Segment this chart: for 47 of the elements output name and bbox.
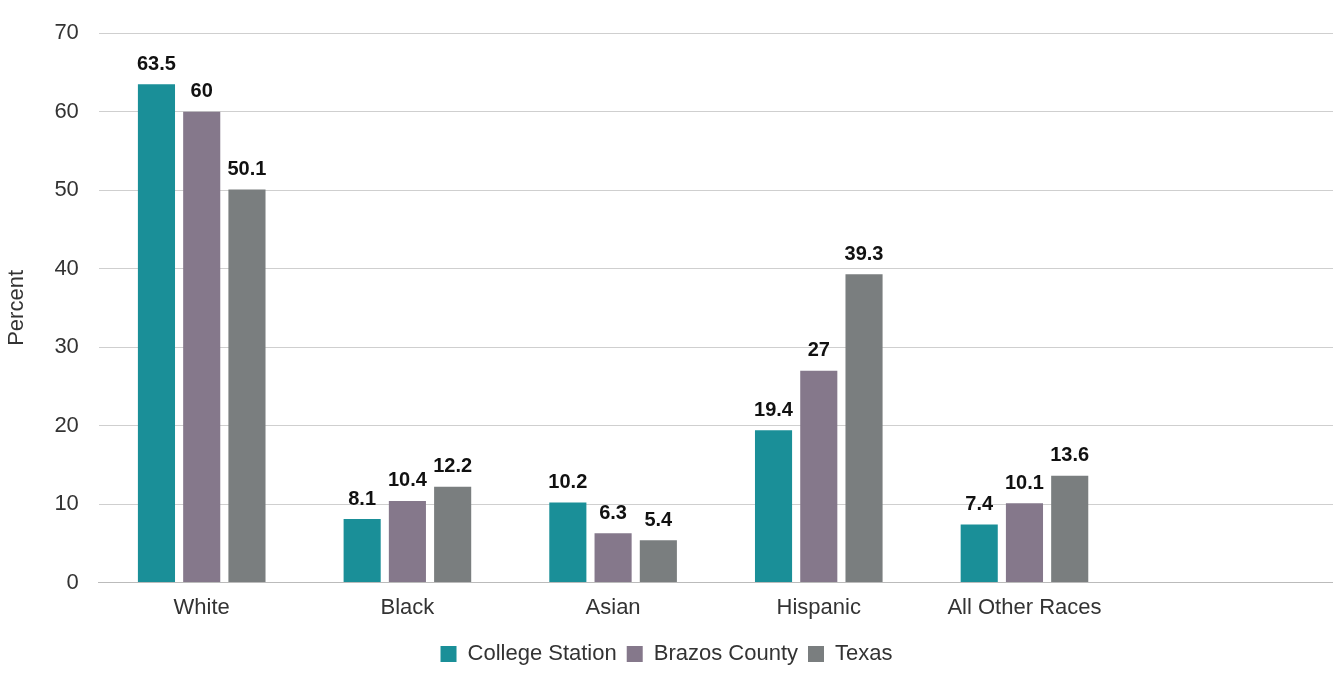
y-tick-label: 50 (54, 176, 79, 202)
bar (228, 189, 266, 583)
bar (754, 430, 793, 583)
bar (845, 274, 883, 583)
data-label: 10.1 (1005, 470, 1044, 493)
data-label: 19.4 (754, 397, 794, 420)
data-label: 12.2 (433, 454, 473, 477)
y-tick-label: 60 (54, 97, 79, 123)
data-label: 5.4 (644, 507, 674, 530)
bar (800, 370, 838, 583)
data-label: 8.1 (348, 486, 377, 509)
bar (434, 486, 472, 583)
data-label: 10.2 (548, 470, 588, 493)
bar (343, 519, 381, 583)
bar (639, 540, 677, 583)
y-tick-label: 20 (54, 411, 79, 437)
x-tick-label: White (173, 593, 230, 619)
bar (549, 502, 587, 583)
y-tick-label: 70 (54, 19, 79, 45)
bar (183, 111, 221, 583)
y-tick-label: 40 (54, 254, 79, 280)
data-label: 6.3 (599, 500, 627, 523)
bar (137, 84, 176, 583)
data-label: 10.4 (387, 468, 428, 491)
data-label: 39.3 (844, 241, 884, 264)
x-tick-label: Hispanic (776, 593, 861, 619)
legend-label: Brazos County (653, 640, 799, 666)
bar (960, 524, 998, 583)
data-label: 50.1 (227, 156, 267, 179)
legend-label: College Station (467, 640, 617, 666)
bar (388, 500, 426, 583)
legend-label: Texas (835, 640, 893, 666)
data-label: 7.4 (965, 492, 994, 515)
data-label: 13.6 (1050, 443, 1090, 466)
bar (1051, 475, 1089, 583)
data-label: 63.5 (136, 51, 176, 74)
data-label: 60 (190, 79, 213, 102)
y-tick-label: 30 (54, 333, 79, 359)
x-tick-label: All Other Races (947, 593, 1102, 619)
data-label: 27 (807, 338, 830, 361)
x-tick-label: Black (380, 593, 436, 619)
y-tick-label: 10 (54, 490, 79, 516)
x-tick-label: Asian (585, 593, 641, 619)
bar (594, 533, 632, 583)
bar (1005, 503, 1044, 583)
y-tick-label: 0 (66, 568, 79, 594)
y-axis-title: Percent (3, 269, 29, 346)
